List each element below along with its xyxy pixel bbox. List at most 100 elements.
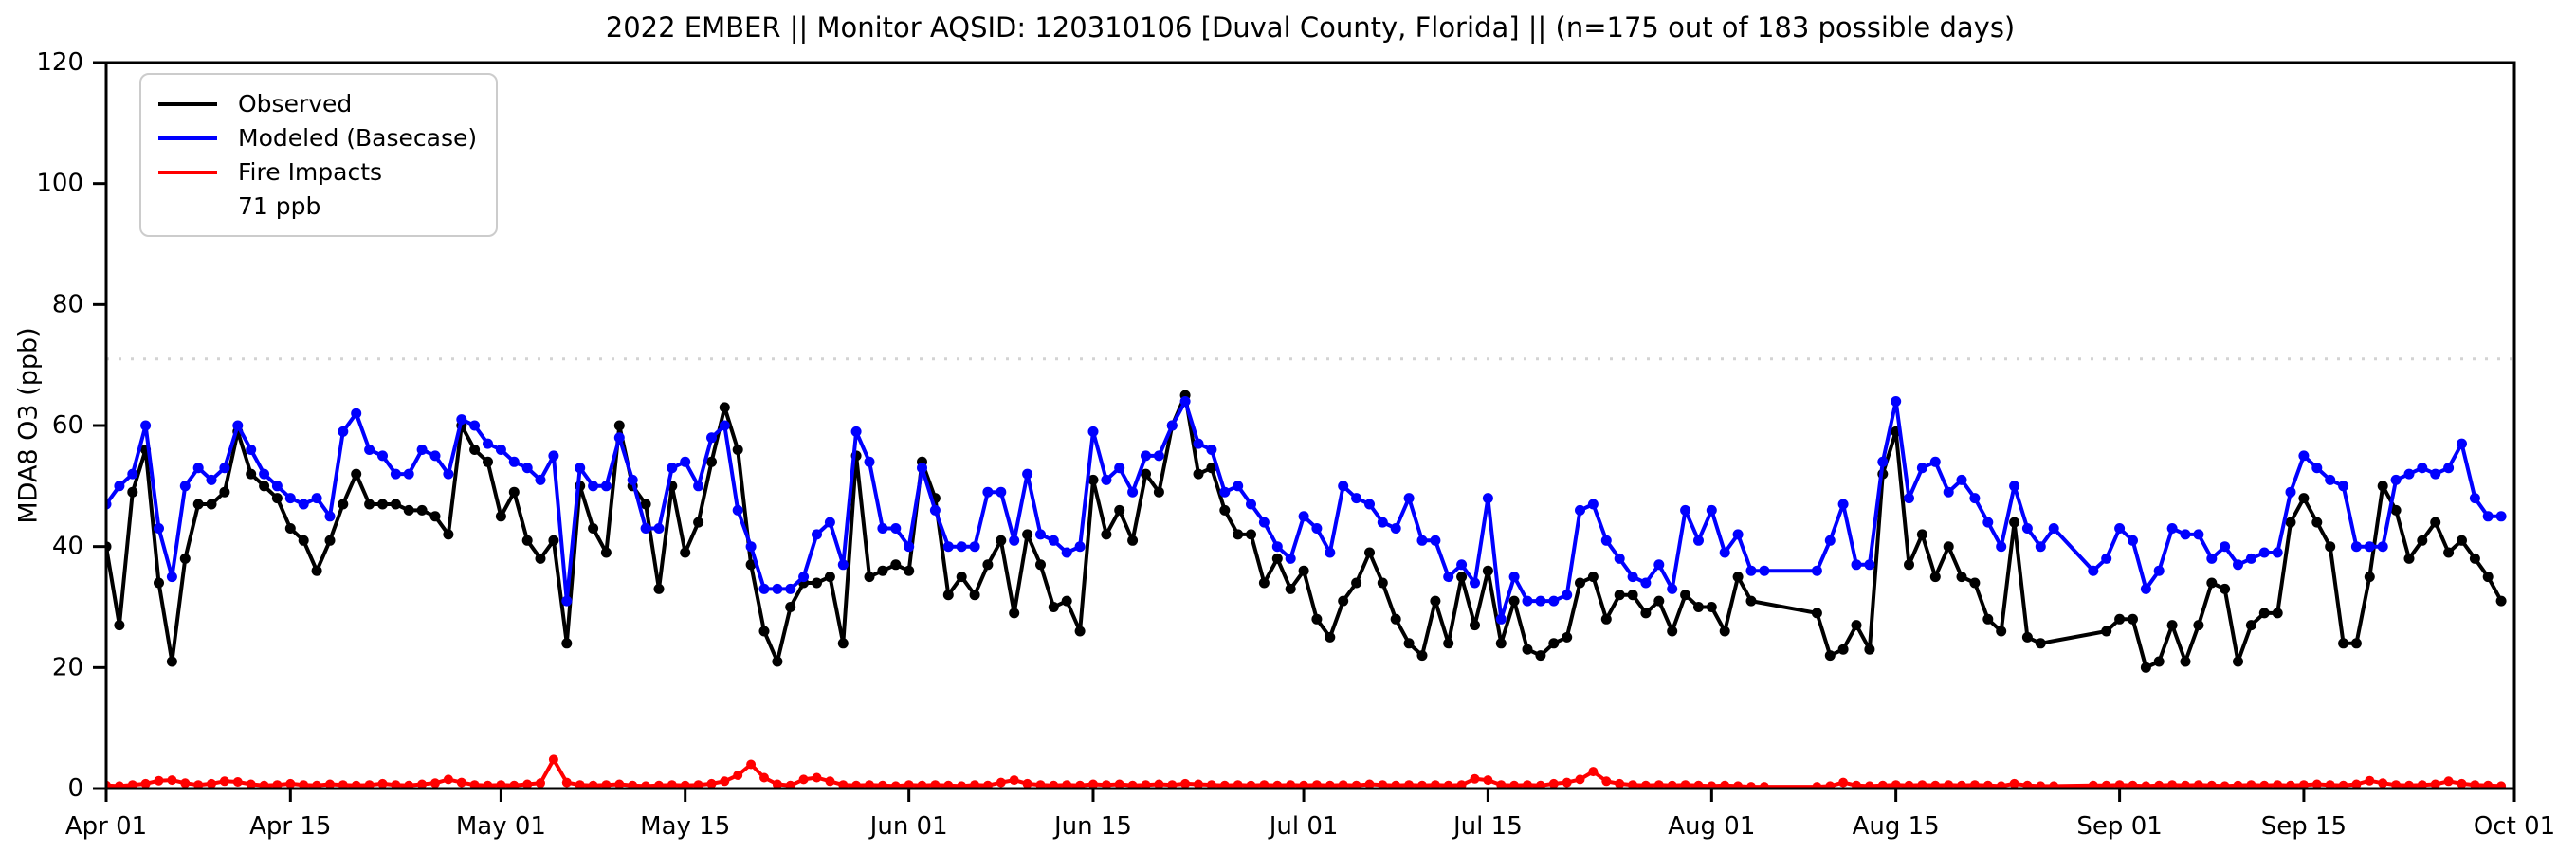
fire-point	[351, 780, 361, 789]
observed-point	[1732, 572, 1744, 583]
fire-point	[2049, 781, 2059, 789]
observed-point	[192, 499, 204, 510]
fire-point	[1852, 780, 1861, 789]
legend-label-fire: Fire Impacts	[238, 158, 383, 186]
modeled-point	[2298, 450, 2310, 462]
modeled-point	[2220, 541, 2231, 553]
fire-point	[890, 781, 901, 789]
fire-point	[996, 777, 1006, 788]
fire-point	[1917, 780, 1927, 789]
fire-point	[1864, 781, 1874, 789]
fire-point	[2325, 780, 2335, 789]
fire-point	[1311, 780, 1322, 789]
legend-item-observed: Observed	[158, 90, 479, 118]
fire-point	[2022, 780, 2033, 789]
x-tick-label: Sep 15	[2261, 812, 2347, 841]
observed-point	[284, 523, 296, 534]
observed-point	[1614, 590, 1625, 601]
observed-point	[1233, 529, 1244, 540]
modeled-point	[1719, 547, 1730, 558]
observed-point	[706, 456, 717, 467]
modeled-point	[1193, 438, 1204, 449]
modeled-point	[2128, 535, 2138, 546]
fire-point	[1812, 782, 1822, 789]
observed-point	[1522, 644, 1533, 655]
modeled-point	[1548, 595, 1560, 607]
observed-point	[1996, 626, 2007, 637]
modeled-point	[2206, 553, 2218, 564]
observed-point	[2220, 583, 2231, 594]
modeled-point	[824, 517, 835, 528]
legend-item-threshold: 71 ppb	[158, 192, 479, 220]
modeled-point	[2350, 541, 2362, 553]
modeled-point	[1653, 559, 1665, 571]
fire-point	[1141, 780, 1151, 789]
modeled-point	[1114, 463, 1125, 474]
fire-point	[1733, 781, 1744, 789]
modeled-point	[680, 456, 691, 467]
fire-point	[1101, 780, 1111, 789]
observed-point	[351, 468, 362, 480]
observed-point	[364, 499, 375, 510]
x-tick-label: May 01	[456, 812, 546, 841]
modeled-point	[2009, 481, 2020, 492]
fire-point	[509, 780, 520, 789]
modeled-point	[127, 468, 138, 480]
fire-point	[1982, 780, 1993, 789]
modeled-point	[2088, 565, 2099, 576]
fire-point	[154, 775, 164, 786]
fire-point	[2036, 781, 2046, 789]
modeled-point	[1009, 535, 1020, 546]
modeled-point	[1522, 595, 1533, 607]
observed-point	[2153, 656, 2165, 667]
fire-point	[2233, 780, 2243, 789]
fire-point	[2273, 780, 2283, 789]
modeled-point	[1916, 463, 1927, 474]
fire-point	[785, 780, 795, 789]
modeled-point	[2417, 463, 2428, 474]
fire-point	[483, 780, 493, 789]
fire-point	[733, 771, 743, 780]
modeled-point	[1258, 517, 1270, 528]
observed-point	[1956, 572, 1967, 583]
modeled-point	[1851, 559, 1862, 571]
modeled-point	[154, 523, 164, 534]
observed-point	[1943, 541, 1954, 553]
fire-point	[246, 779, 256, 789]
modeled-point	[2035, 541, 2046, 553]
modeled-point	[219, 463, 230, 474]
modeled-point	[693, 481, 704, 492]
fire-point	[1746, 782, 1756, 789]
x-tick-label: May 15	[640, 812, 730, 841]
observed-point	[1482, 565, 1493, 576]
modeled-point	[140, 420, 152, 431]
observed-point	[693, 517, 704, 528]
observed-point	[1035, 559, 1046, 571]
observed-point	[1114, 504, 1125, 516]
legend-label-threshold: 71 ppb	[238, 192, 321, 220]
modeled-point	[745, 541, 757, 553]
modeled-point	[613, 432, 625, 444]
legend-label-modeled: Modeled (Basecase)	[238, 124, 478, 152]
modeled-point	[403, 468, 414, 480]
fire-point	[312, 780, 322, 789]
modeled-point	[2469, 493, 2480, 504]
series-group	[106, 390, 2507, 789]
x-tick-label: Jun 01	[868, 812, 948, 841]
fire-point	[1443, 780, 1453, 789]
fire-point	[1891, 780, 1901, 789]
observed-point	[2009, 517, 2020, 528]
fire-point	[219, 776, 229, 787]
observed-point	[2443, 547, 2455, 558]
modeled-point	[929, 504, 941, 516]
observed-point	[2035, 638, 2046, 649]
x-tick-label: Apr 01	[65, 812, 147, 841]
fire-point	[2154, 780, 2165, 789]
fire-point	[2101, 780, 2111, 789]
fire-point	[2404, 780, 2414, 789]
observed-point	[2350, 638, 2362, 649]
fire-point	[207, 778, 216, 789]
fire-point	[2496, 781, 2507, 789]
observed-point	[2298, 493, 2310, 504]
observed-point	[324, 535, 336, 546]
